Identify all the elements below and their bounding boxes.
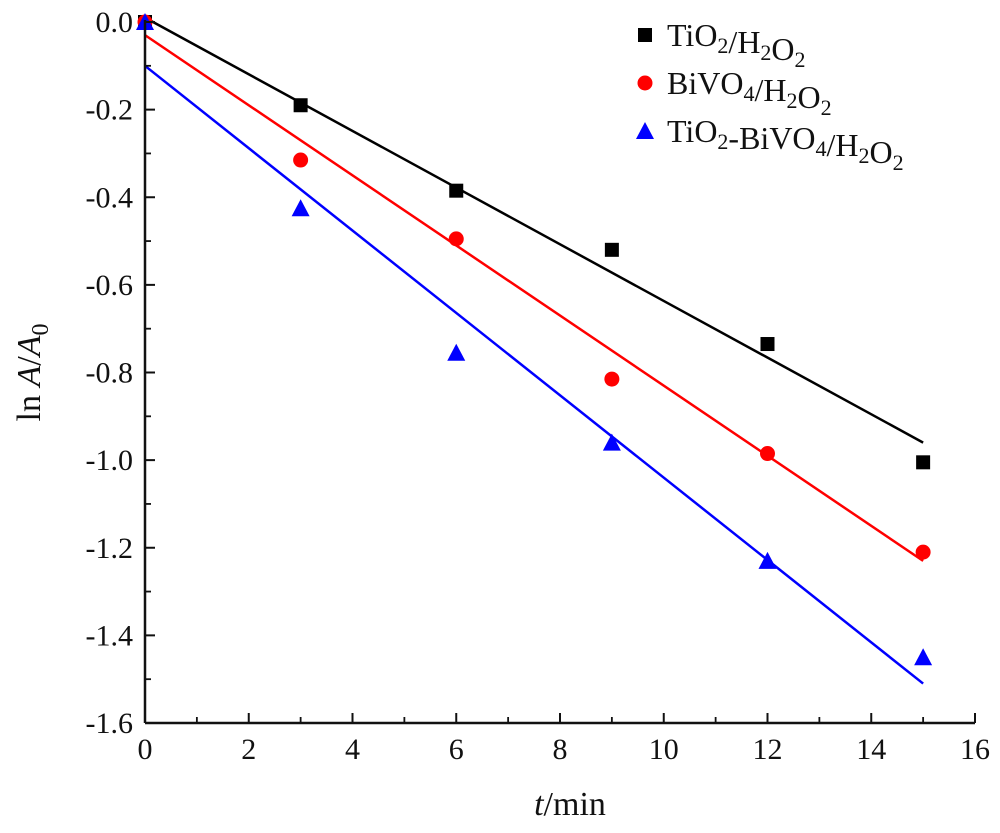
data-point-s3-2: [291, 199, 310, 217]
x-tick-label-6: 6: [449, 733, 464, 766]
data-point-s2-2: [293, 152, 309, 168]
x-tick-label-8: 8: [553, 733, 568, 766]
data-point-s3-5: [758, 551, 777, 569]
fit-line-1: [144, 16, 924, 444]
data-point-s1-6: [916, 455, 931, 470]
axis-titles: t/min ln A/A0: [11, 324, 606, 823]
y-tick-label-4: -0.8: [86, 357, 134, 390]
x-tick-label-12: 12: [753, 733, 783, 766]
data-point-s3-3: [447, 343, 466, 361]
y-tick-label-6: -1.2: [86, 532, 134, 565]
x-tick-label-10: 10: [649, 733, 679, 766]
y-tick-label-8: -1.6: [86, 707, 134, 740]
x-tick-label-2: 2: [241, 733, 256, 766]
data-point-s2-4: [604, 371, 620, 387]
y-tick-label-1: -0.2: [86, 94, 134, 127]
legend-label-1: TiO2/H2O2: [667, 17, 806, 72]
y-tick-label-3: -0.6: [86, 269, 134, 302]
fit-lines: [144, 16, 924, 685]
data-point-s3-6: [914, 648, 933, 666]
legend-marker-3: [636, 122, 654, 139]
legend-label-3: TiO2-BiVO4/H2O2: [667, 113, 904, 175]
y-tick-label-5: -1.0: [86, 444, 134, 477]
legend-label-2: BiVO4/H2O2: [667, 65, 832, 120]
y-tick-label-0: 0.0: [96, 6, 134, 39]
data-point-s1-5: [760, 337, 775, 352]
fit-line-3: [144, 64, 924, 685]
y-tick-label-2: -0.4: [86, 181, 134, 214]
data-point-s1-4: [604, 242, 619, 257]
x-tick-label-14: 14: [856, 733, 886, 766]
data-point-s1-3: [449, 183, 464, 198]
x-axis-title: t/min: [534, 786, 606, 823]
x-tick-label-0: 0: [138, 733, 153, 766]
data-markers: [136, 13, 933, 666]
data-point-s2-3: [448, 231, 464, 247]
legend-marker-1: [638, 28, 652, 42]
data-point-s1-2: [293, 98, 308, 113]
fit-line-2: [144, 34, 924, 562]
data-point-s3-4: [602, 433, 621, 451]
data-point-s2-6: [915, 544, 931, 560]
ticks: 0 2 4 6 8 10 12 14 16 0.0 -0.2 -0.4 -0.6 -0.8 -1.0 -1.2…: [86, 6, 991, 766]
y-axis-title: ln A/A0: [11, 324, 54, 422]
legend-marker-2: [637, 75, 653, 91]
y-tick-label-7: -1.4: [86, 619, 134, 652]
data-point-s2-5: [760, 446, 775, 462]
x-tick-label-4: 4: [345, 733, 360, 766]
axes: [143, 20, 975, 725]
x-tick-label-16: 16: [960, 733, 990, 766]
